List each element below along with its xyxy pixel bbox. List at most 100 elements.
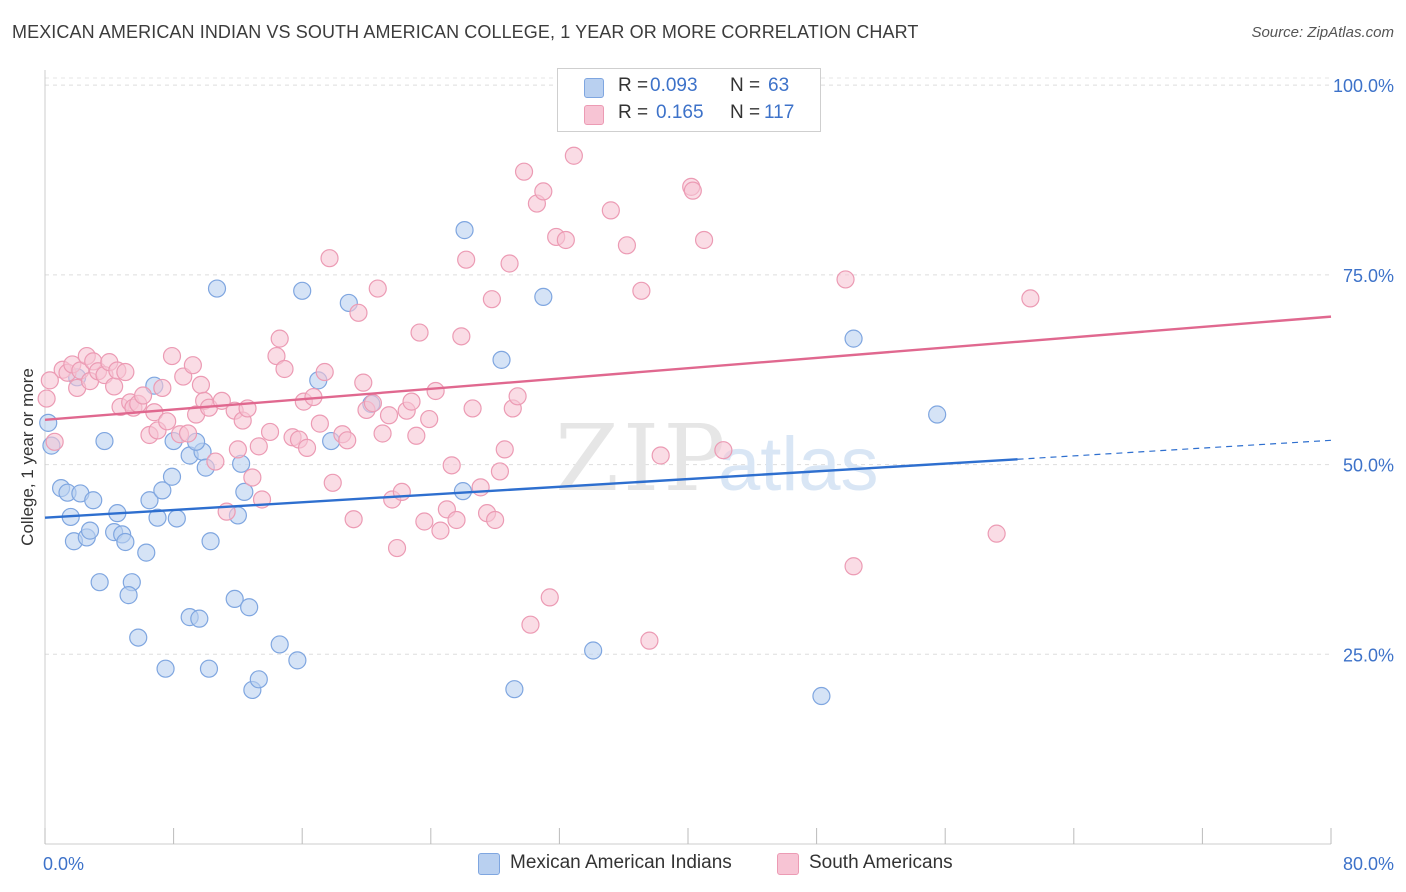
data-point <box>243 468 262 487</box>
data-point <box>373 424 392 443</box>
data-point <box>148 508 167 527</box>
data-point <box>162 467 182 486</box>
data-point <box>249 670 268 689</box>
data-point <box>354 373 373 392</box>
data-point <box>521 615 540 634</box>
data-point <box>492 350 511 369</box>
data-point <box>455 221 474 240</box>
data-point <box>836 270 855 289</box>
data-point <box>442 456 461 475</box>
data-point <box>39 413 58 432</box>
stats-legend: R = 0.093 N = 63 R = 0.165 N = 117 <box>557 68 821 132</box>
data-point <box>844 557 863 576</box>
data-point <box>812 686 831 706</box>
trend-lines <box>44 315 1332 519</box>
data-point <box>928 405 947 424</box>
data-point <box>471 478 490 497</box>
data-point <box>95 431 114 451</box>
data-point <box>363 394 383 413</box>
data-point <box>140 491 159 510</box>
legend-n-label: N = <box>730 75 761 96</box>
legend-row-mexican-american-indians: R = 0.093 N = 63 <box>558 73 820 101</box>
data-point <box>694 230 714 250</box>
data-point <box>714 441 733 460</box>
data-point <box>415 512 434 531</box>
data-point <box>392 482 411 502</box>
trend-line <box>44 315 1332 422</box>
bottom-legend-label: South Americans <box>809 852 953 873</box>
data-point <box>129 628 148 647</box>
data-point <box>431 521 450 540</box>
data-point <box>267 346 286 366</box>
data-point <box>564 146 583 165</box>
y-tick-label: 50.0% <box>1343 456 1394 476</box>
data-point <box>228 440 247 459</box>
data-point <box>463 399 482 418</box>
data-point <box>80 521 100 540</box>
chart-title: MEXICAN AMERICAN INDIAN VS SOUTH AMERICA… <box>12 22 919 42</box>
bottom-legend-swatch-blue <box>478 853 500 875</box>
data-point <box>540 588 559 607</box>
data-point <box>297 438 317 457</box>
data-point <box>640 631 659 650</box>
data-point <box>495 440 514 459</box>
data-point <box>137 543 156 562</box>
y-tick-label: 100.0% <box>1333 76 1394 96</box>
legend-swatch-pink <box>584 105 604 125</box>
legend-n-label: N = <box>730 102 761 123</box>
data-point <box>987 524 1006 543</box>
data-point <box>240 598 259 617</box>
data-point <box>206 452 225 471</box>
data-point <box>270 635 289 654</box>
data-point <box>315 362 334 382</box>
data-point <box>156 659 175 678</box>
legend-swatch-blue <box>584 78 604 98</box>
x-tick-label: 80.0% <box>1343 854 1394 874</box>
y-tick-label: 75.0% <box>1343 266 1394 286</box>
data-point <box>162 346 182 366</box>
data-point <box>201 532 220 551</box>
data-point <box>482 290 501 309</box>
data-point <box>338 431 357 450</box>
data-point <box>651 446 670 465</box>
data-point <box>402 392 421 411</box>
data-point <box>323 473 342 492</box>
y-axis-label: College, 1 year or more <box>18 368 37 546</box>
data-point <box>420 409 439 429</box>
data-point <box>275 359 294 379</box>
legend-r-value: 0.165 <box>656 102 704 123</box>
data-point <box>556 230 575 250</box>
data-point <box>190 609 209 628</box>
data-point <box>183 356 202 375</box>
data-point <box>368 279 387 298</box>
data-point <box>249 437 268 456</box>
data-point <box>37 389 56 408</box>
data-point <box>505 680 524 699</box>
data-point <box>167 509 186 528</box>
data-point <box>601 201 620 220</box>
data-point <box>457 250 476 269</box>
data-point <box>426 381 445 401</box>
data-point <box>153 481 172 500</box>
data-point <box>40 371 59 390</box>
data-point <box>133 386 153 405</box>
y-tick-label: 25.0% <box>1343 645 1394 665</box>
data-point <box>158 412 177 431</box>
trend-line-extension <box>1017 439 1332 460</box>
data-point <box>84 491 103 510</box>
data-point <box>534 182 553 201</box>
data-point <box>584 641 603 660</box>
data-point <box>379 406 399 425</box>
data-point <box>45 432 64 451</box>
data-point <box>490 462 510 481</box>
data-point <box>199 659 219 678</box>
data-point <box>191 375 211 395</box>
data-point <box>844 329 863 348</box>
data-point <box>116 532 135 552</box>
data-point <box>387 538 407 558</box>
data-point <box>410 323 429 342</box>
legend-r-label: R = <box>618 102 649 123</box>
data-point <box>320 249 339 268</box>
data-point <box>486 510 505 530</box>
